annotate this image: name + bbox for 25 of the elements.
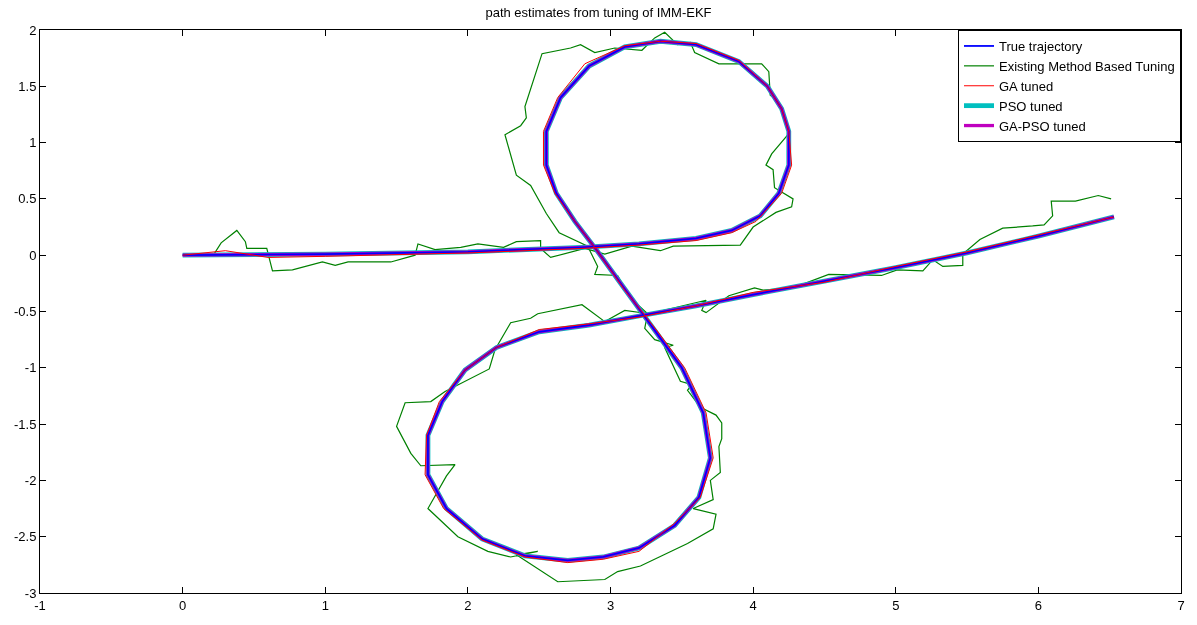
y-tick-label: -2 [24, 472, 37, 488]
y-tick-label: -1 [24, 360, 37, 376]
x-tick-label: 6 [1034, 597, 1042, 613]
y-tick-label: 2 [29, 22, 37, 38]
x-tick-label: 2 [464, 597, 472, 613]
x-tick-label: 4 [749, 597, 757, 613]
x-tick-label: 3 [606, 597, 615, 613]
legend-label: True trajectory [999, 39, 1083, 55]
y-tick-label: 1.5 [18, 78, 37, 94]
x-tick-label: 0 [179, 597, 187, 613]
y-tick-label: 1 [29, 135, 37, 151]
y-tick-label: -3 [24, 585, 37, 601]
y-tick-label: -2.5 [13, 529, 37, 545]
y-tick-label: -0.5 [13, 304, 37, 320]
legend-label: PSO tuned [999, 98, 1063, 114]
legend-label: Existing Method Based Tuning [999, 58, 1175, 74]
chart-title: path estimates from tuning of IMM-EKF [485, 5, 712, 21]
y-tick-label: 0 [29, 247, 37, 263]
x-tick-label: 5 [892, 597, 900, 613]
legend-label: GA-PSO tuned [999, 118, 1086, 134]
y-tick-label: -1.5 [13, 416, 37, 432]
y-tick-label: 0.5 [18, 191, 37, 207]
x-tick-label: 7 [1177, 597, 1185, 613]
legend-label: GA tuned [999, 78, 1054, 94]
x-tick-label: 1 [321, 597, 329, 613]
